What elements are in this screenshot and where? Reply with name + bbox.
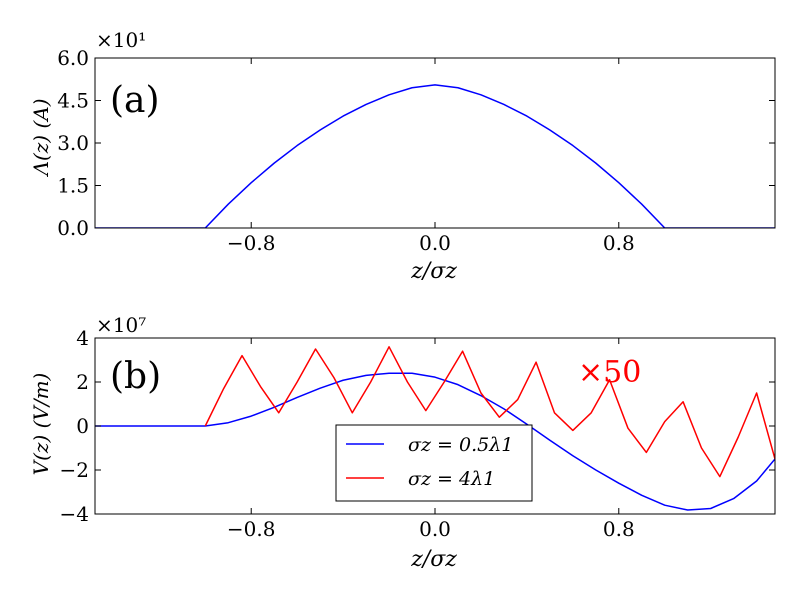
- series-line-b-2: [204, 346, 775, 478]
- plot-area-a: −0.8 0.0 0.8 0.0 1.5 3.0 4.5 6.0: [57, 46, 776, 255]
- y-tick-label-a: 1.5: [57, 174, 89, 198]
- y-exponent-a: ×10¹: [96, 28, 146, 52]
- y-tick-label-b: −4: [60, 502, 89, 526]
- x-tick-label-a: −0.8: [227, 231, 276, 255]
- ylabel-a: Λ(z) (A): [29, 99, 53, 178]
- panel-label-a: (a): [110, 80, 160, 121]
- panel-b: −0.8 0.0 0.8 −4 −2 0 2 4 (b) ×10⁷ V(z) (V/m) z/…: [29, 313, 776, 572]
- x-tick-label-a: 0.8: [603, 231, 635, 255]
- y-tick-label-b: 2: [76, 370, 89, 394]
- x-tick-label-b: 0.0: [419, 517, 451, 541]
- y-tick-label-a: 0.0: [57, 216, 89, 240]
- x-tick-label-b: −0.8: [227, 517, 276, 541]
- y-tick-label-a: 4.5: [57, 89, 89, 113]
- x-tick-label-b: 0.8: [603, 517, 635, 541]
- scale-annotation: ×50: [578, 355, 641, 390]
- y-tick-label-a: 6.0: [57, 46, 89, 70]
- legend-entry-2: σz = 4λ1: [408, 468, 495, 490]
- xlabel-a: z/σz: [410, 259, 457, 284]
- x-tick-label-a: 0.0: [419, 231, 451, 255]
- legend-box: [335, 424, 533, 502]
- y-tick-label-b: 0: [76, 414, 89, 438]
- series-line-b-1: [95, 372, 775, 511]
- xlabel-b: z/σz: [410, 547, 457, 572]
- legend-entry-1: σz = 0.5λ1: [408, 434, 513, 456]
- series-line-a-1: [95, 84, 775, 228]
- panel-a: −0.8 0.0 0.8 0.0 1.5 3.0 4.5 6.0 (a) ×10¹ Λ(z) …: [29, 28, 776, 284]
- y-tick-label-a: 3.0: [57, 131, 89, 155]
- y-tick-label-b: −2: [60, 458, 89, 482]
- panel-label-b: (b): [110, 356, 161, 397]
- plot-area-b: −0.8 0.0 0.8 −4 −2 0 2 4: [60, 326, 776, 541]
- ylabel-b: V(z) (V/m): [29, 373, 53, 476]
- y-tick-label-b: 4: [76, 326, 89, 350]
- legend: σz = 0.5λ1 σz = 4λ1: [335, 424, 533, 502]
- y-exponent-b: ×10⁷: [96, 313, 146, 337]
